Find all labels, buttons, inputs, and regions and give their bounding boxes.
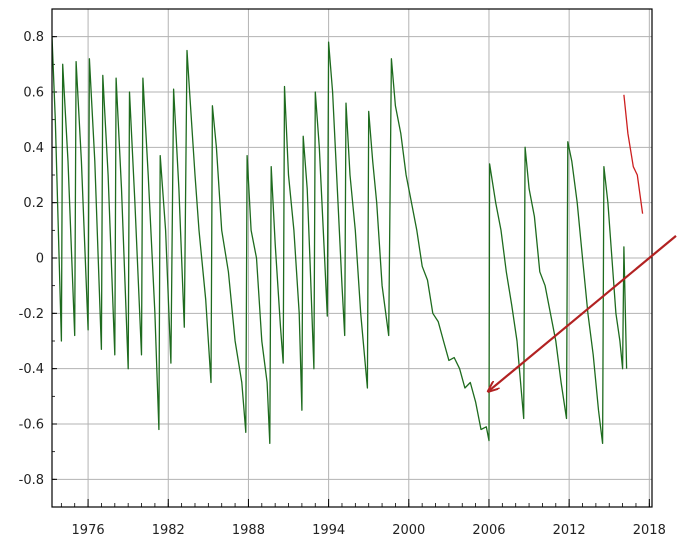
y-tick-label: 0.2 bbox=[23, 196, 44, 211]
y-tick-label: 0.8 bbox=[23, 30, 44, 45]
x-tick-label: 1988 bbox=[232, 523, 265, 538]
x-tick-label: 2012 bbox=[553, 523, 586, 538]
x-axis-tick-labels: 1976 1982 1988 1994 2000 2006 2012 2018 bbox=[72, 523, 666, 538]
y-tick-label: -0.6 bbox=[19, 418, 44, 433]
x-tick-label: 1982 bbox=[152, 523, 185, 538]
y-tick-label: 0.4 bbox=[23, 141, 44, 156]
x-tick-label: 1976 bbox=[72, 523, 105, 538]
y-tick-label: -0.8 bbox=[19, 473, 44, 488]
y-tick-label: 0.6 bbox=[23, 86, 44, 101]
y-axis-tick-labels: 0.8 0.6 0.4 0.2 0 -0.2 -0.4 -0.6 -0.8 bbox=[19, 30, 44, 488]
x-tick-label: 1994 bbox=[312, 523, 345, 538]
series-layer bbox=[52, 36, 644, 445]
series-line-0 bbox=[52, 36, 628, 445]
y-tick-label: -0.4 bbox=[19, 362, 44, 377]
x-tick-label: 2018 bbox=[633, 523, 666, 538]
plot-frame bbox=[51, 8, 653, 508]
annotation-arrow bbox=[489, 235, 677, 391]
series-line-1 bbox=[623, 94, 644, 214]
y-tick-label: 0 bbox=[36, 252, 44, 267]
annotation-layer bbox=[489, 235, 677, 391]
x-tick-label: 2006 bbox=[472, 523, 505, 538]
x-tick-label: 2000 bbox=[392, 523, 425, 538]
y-tick-label: -0.2 bbox=[19, 307, 44, 322]
